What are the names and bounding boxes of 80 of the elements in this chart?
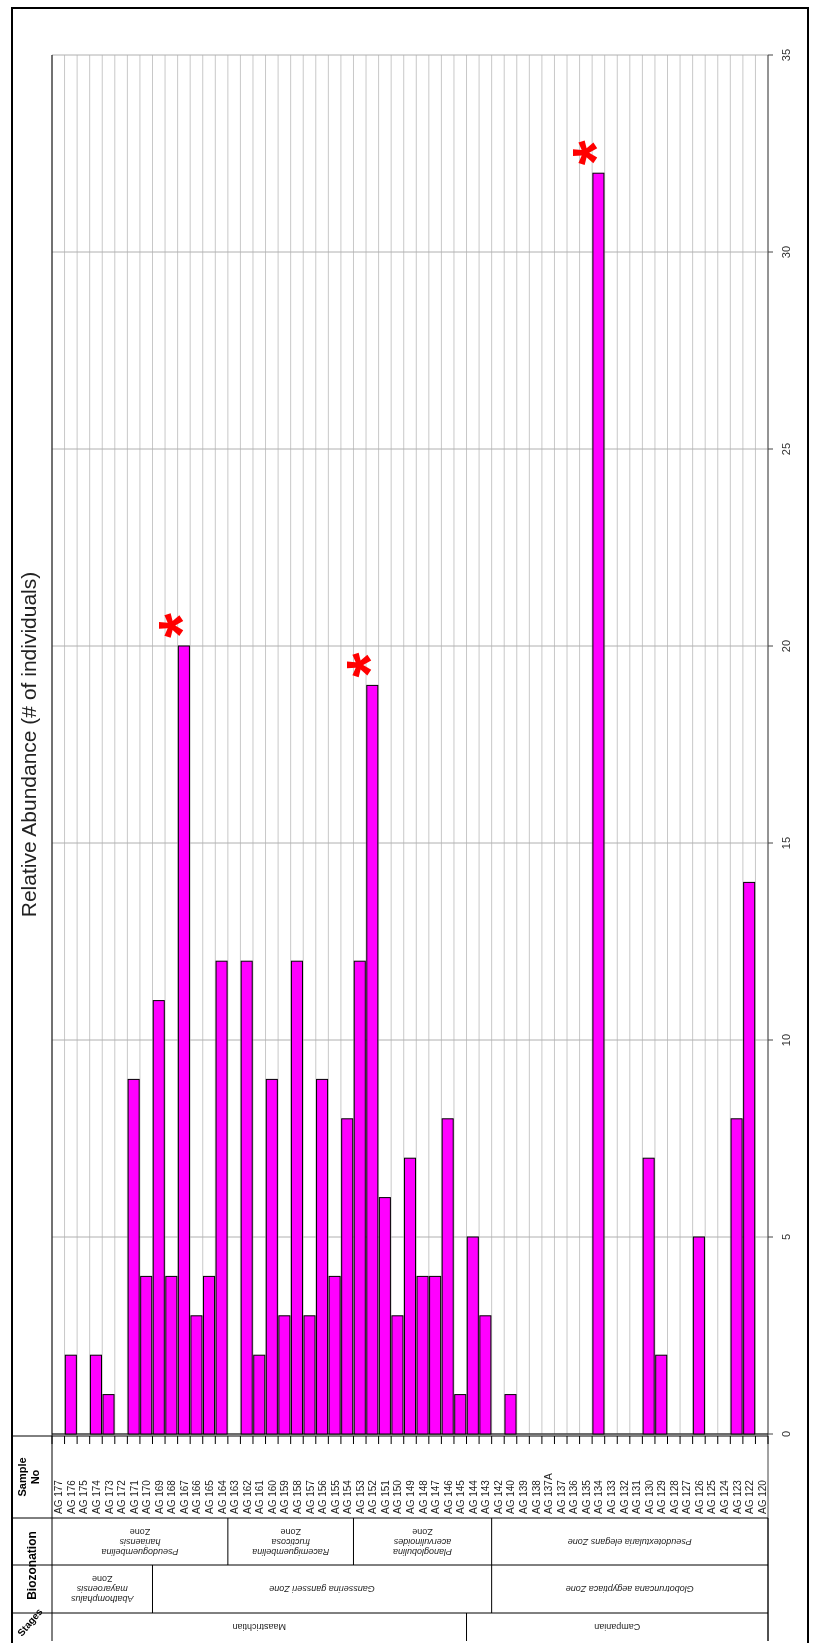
text: Racemiguembelina fructicosa Zone: [252, 1526, 330, 1557]
x-tick-label: AG 157: [304, 1479, 316, 1514]
text: Pseudoguembelina hariaensis Zone: [101, 1526, 179, 1557]
x-tick-label: AG 156: [317, 1479, 329, 1514]
x-tick-label: AG 131: [631, 1479, 643, 1514]
text: Pseudotextularia elegans Zone: [567, 1536, 692, 1547]
x-tick-label: AG 155: [329, 1479, 341, 1514]
annotation: *: [145, 613, 218, 638]
x-tick-label: AG 152: [367, 1479, 379, 1514]
x-tick-label: AG 148: [417, 1479, 429, 1514]
x-tick-label: AG 161: [254, 1479, 266, 1514]
y-tick-label: 20: [780, 639, 792, 653]
x-tick-label: AG 123: [731, 1479, 743, 1514]
x-tick-label: AG 136: [568, 1479, 580, 1514]
x-tick-label: AG 165: [204, 1479, 216, 1514]
x-tick-label: AG 172: [116, 1479, 128, 1514]
x-tick-label: AG 140: [505, 1479, 517, 1514]
x-tick-label: AG 147: [430, 1479, 442, 1514]
x-tick-label: AG 170: [141, 1479, 153, 1514]
x-tick-label: AG 176: [65, 1479, 77, 1514]
x-tick-label: AG 143: [480, 1479, 492, 1514]
text: Campanian: [594, 1622, 641, 1632]
x-tick-label: AG 130: [643, 1479, 655, 1514]
y-tick-label: 15: [780, 836, 792, 850]
y-tick-label: 10: [780, 1033, 792, 1047]
x-tick-label: AG 149: [405, 1479, 416, 1514]
annotation: *: [560, 140, 633, 166]
y-tick-label: 5: [780, 1233, 792, 1241]
x-tick-label: AG 137: [555, 1479, 567, 1514]
y-tick-label: 25: [780, 442, 792, 456]
x-tick-label: AG 159: [279, 1479, 291, 1514]
x-tick-label: AG 164: [216, 1479, 228, 1514]
text: Planoglobulina acervulinoides Zone: [393, 1526, 453, 1557]
y-tick-label: 35: [780, 48, 792, 62]
x-tick-label: AG 127: [681, 1479, 693, 1514]
x-tick-label: AG 135: [580, 1479, 592, 1514]
x-tick-label: AG 132: [618, 1479, 630, 1514]
x-tick-label: AG 120: [756, 1479, 768, 1514]
x-tick-label: AG 124: [719, 1479, 731, 1514]
x-tick-label: AG 153: [354, 1479, 366, 1514]
x-tick-label: AG 137A: [543, 1473, 555, 1514]
y-tick-label: 30: [780, 245, 792, 259]
x-tick-label: AG 122: [744, 1479, 756, 1514]
x-tick-label: AG 144: [467, 1479, 479, 1514]
text: Maastrichtian: [232, 1622, 287, 1632]
x-tick-label: AG 158: [291, 1479, 303, 1514]
x-tick-label: AG 169: [153, 1479, 165, 1514]
x-tick-label: AG 167: [178, 1479, 190, 1514]
text: Abathomphalus mayaroensis Zone: [70, 1574, 135, 1604]
text: Gansserina gansseri Zone: [269, 1584, 375, 1594]
x-tick-label: AG 134: [593, 1479, 605, 1514]
x-tick-label: AG 166: [191, 1479, 203, 1514]
x-tick-label: AG 177: [53, 1479, 65, 1514]
annotation: *: [334, 652, 407, 678]
x-tick-label: AG 162: [241, 1479, 253, 1514]
x-tick-label: AG 151: [379, 1479, 391, 1514]
x-tick-label: AG 129: [656, 1479, 668, 1514]
x-tick-label: AG 145: [455, 1479, 467, 1514]
x-tick-label: AG 146: [442, 1479, 454, 1514]
y-tick-label: 0: [780, 1430, 792, 1438]
text: Globotruncana aegyptiaca Zone: [565, 1584, 694, 1594]
x-tick-label: AG 139: [518, 1479, 530, 1514]
x-tick-label: AG 138: [530, 1479, 542, 1514]
text: Relative Abundance (# of individuals): [17, 571, 40, 918]
x-tick-label: AG 128: [668, 1479, 680, 1514]
x-tick-label: AG 171: [128, 1479, 140, 1514]
text: Biozonation: [25, 1531, 39, 1600]
x-tick-label: AG 142: [492, 1479, 504, 1514]
x-tick-label: AG 126: [693, 1479, 705, 1514]
x-tick-label: AG 173: [103, 1479, 115, 1514]
x-tick-label: AG 174: [90, 1479, 102, 1514]
x-tick-label: AG 150: [392, 1479, 404, 1514]
text: Sample No: [16, 1457, 41, 1497]
x-tick-label: AG 175: [78, 1479, 90, 1514]
x-tick-label: AG 163: [229, 1479, 241, 1514]
x-tick-label: AG 133: [605, 1479, 617, 1514]
x-tick-label: AG 154: [342, 1479, 354, 1514]
x-tick-label: AG 168: [166, 1479, 178, 1514]
x-tick-label: AG 125: [706, 1479, 718, 1514]
x-tick-label: AG 160: [266, 1479, 278, 1514]
